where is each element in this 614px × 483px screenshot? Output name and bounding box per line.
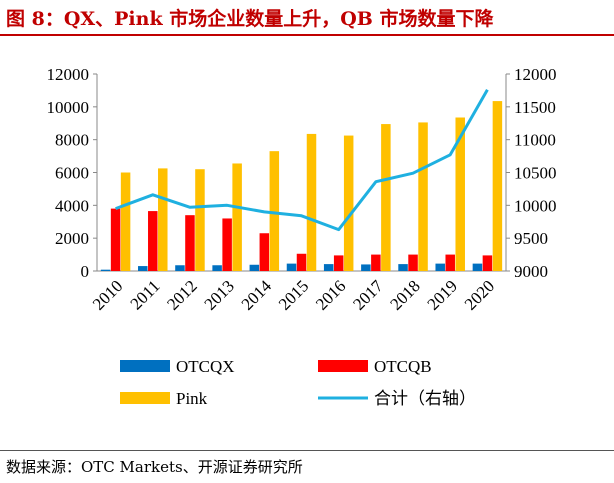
bar-pink [343, 135, 354, 271]
legend-swatch [318, 360, 368, 372]
legend-label: OTCQB [374, 357, 432, 376]
line-total [115, 89, 489, 232]
bar-otcqx [398, 264, 408, 271]
bar-otcqx [472, 263, 483, 271]
legend-label: 合计（右轴） [374, 389, 476, 408]
bar-otcqb [333, 255, 344, 271]
legend-label: Pink [176, 389, 208, 408]
x-tick-label: 2020 [461, 276, 498, 313]
x-tick-label: 2018 [386, 276, 423, 313]
y-left-tick-label: 0 [81, 262, 90, 281]
bar-otcqx [212, 265, 222, 271]
x-tick-label: 2014 [238, 276, 276, 314]
bars [100, 101, 503, 272]
legend-swatch [120, 392, 170, 404]
bar-otcqb [445, 254, 455, 271]
x-tick-label: 2017 [349, 276, 387, 314]
x-tick-label: 2013 [200, 276, 237, 313]
y-right-tick-label: 10000 [514, 196, 557, 215]
bar-otcqx [323, 264, 334, 271]
page-title: 图 8：QX、Pink 市场企业数量上升，QB 市场数量下降 [6, 8, 494, 30]
lines [115, 89, 489, 232]
x-tick-label: 2019 [424, 276, 461, 313]
y-right-tick-label: 9500 [514, 229, 548, 248]
bar-pink [418, 122, 428, 271]
y-left-tick-label: 2000 [55, 229, 89, 248]
source-note: 数据来源：OTC Markets、开源证券研究所 [6, 458, 303, 476]
bar-pink [381, 124, 391, 271]
bar-otcqb [110, 208, 121, 271]
bar-pink [492, 101, 503, 272]
title-rule [0, 34, 614, 36]
x-tick-label: 2010 [89, 276, 126, 313]
bar-pink [455, 117, 465, 271]
x-tick-label: 2016 [312, 276, 349, 313]
bar-pink [120, 172, 131, 271]
y-left-tick-label: 10000 [47, 98, 90, 117]
y-left-tick-label: 4000 [55, 196, 89, 215]
bar-pink [195, 169, 205, 271]
bar-otcqb [259, 233, 270, 271]
bar-otcqb [148, 211, 158, 271]
bar-pink [232, 163, 242, 271]
bar-otcqb [482, 255, 493, 271]
bar-otcqx [249, 264, 260, 271]
bar-pink [306, 133, 317, 271]
bar-pink [158, 168, 168, 271]
y-right-tick-label: 11500 [514, 98, 556, 117]
bar-otcqb [222, 218, 232, 271]
x-tick-label: 2012 [163, 276, 200, 313]
bar-otcqx [361, 264, 371, 271]
bar-otcqb [185, 215, 195, 271]
y-right-tick-label: 11000 [514, 131, 556, 150]
legend: OTCQX OTCQB Pink 合计（右轴） [120, 357, 476, 408]
source-rule [0, 450, 614, 451]
bar-otcqx [138, 266, 148, 271]
legend-label: OTCQX [176, 357, 235, 376]
y-right-tick-label: 12000 [514, 65, 557, 84]
bar-otcqx [435, 263, 445, 271]
y-left-tick-label: 6000 [55, 164, 89, 183]
x-tick-label: 2011 [127, 276, 164, 313]
y-left-tick-label: 8000 [55, 131, 89, 150]
bar-otcqb [408, 254, 418, 271]
legend-swatch [120, 360, 170, 372]
y-left-tick-label: 12000 [47, 65, 90, 84]
bar-pink [269, 151, 280, 271]
bar-otcqb [371, 254, 381, 271]
bar-otcqx [100, 269, 111, 271]
bar-otcqx [286, 263, 297, 271]
x-tick-label: 2015 [275, 276, 312, 313]
y-right-tick-label: 9000 [514, 262, 548, 281]
bar-otcqb [296, 253, 307, 271]
y-right-tick-label: 10500 [514, 164, 557, 183]
bar-otcqx [175, 265, 185, 271]
